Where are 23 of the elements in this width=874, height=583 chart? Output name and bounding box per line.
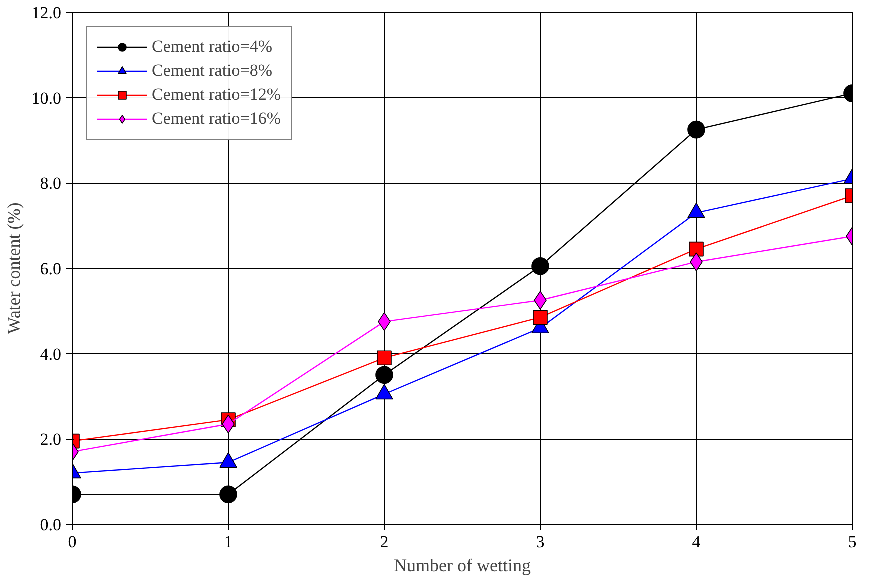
y-tick-label: 8.0 <box>40 174 62 194</box>
legend-label: Cement ratio=16% <box>152 109 282 129</box>
y-axis-title: Water content (%) <box>4 202 24 334</box>
legend-label: Cement ratio=12% <box>152 85 282 105</box>
y-tick-label: 6.0 <box>40 260 62 278</box>
y-tick-label: 0.0 <box>40 516 62 534</box>
x-tick-label: 2 <box>380 532 389 552</box>
point <box>533 310 548 325</box>
legend-label: Cement ratio=4% <box>152 37 273 57</box>
y-tick-label: 10.0 <box>32 88 62 108</box>
x-axis-title: Number of wetting <box>394 556 531 576</box>
point <box>377 350 392 366</box>
y-tick-label: 4.0 <box>40 344 62 364</box>
point <box>532 257 550 276</box>
y-tick-label: 12.0 <box>32 4 62 22</box>
legend-label: Cement ratio=8% <box>152 61 273 81</box>
x-tick-label: 1 <box>224 532 233 552</box>
point <box>376 366 394 384</box>
x-tick-label: 5 <box>848 532 857 552</box>
x-tick-label: 3 <box>536 532 545 552</box>
x-tick-label: 0 <box>68 532 77 552</box>
x-tick-label: 4 <box>692 532 702 552</box>
y-tick-label: 2.0 <box>40 430 62 450</box>
